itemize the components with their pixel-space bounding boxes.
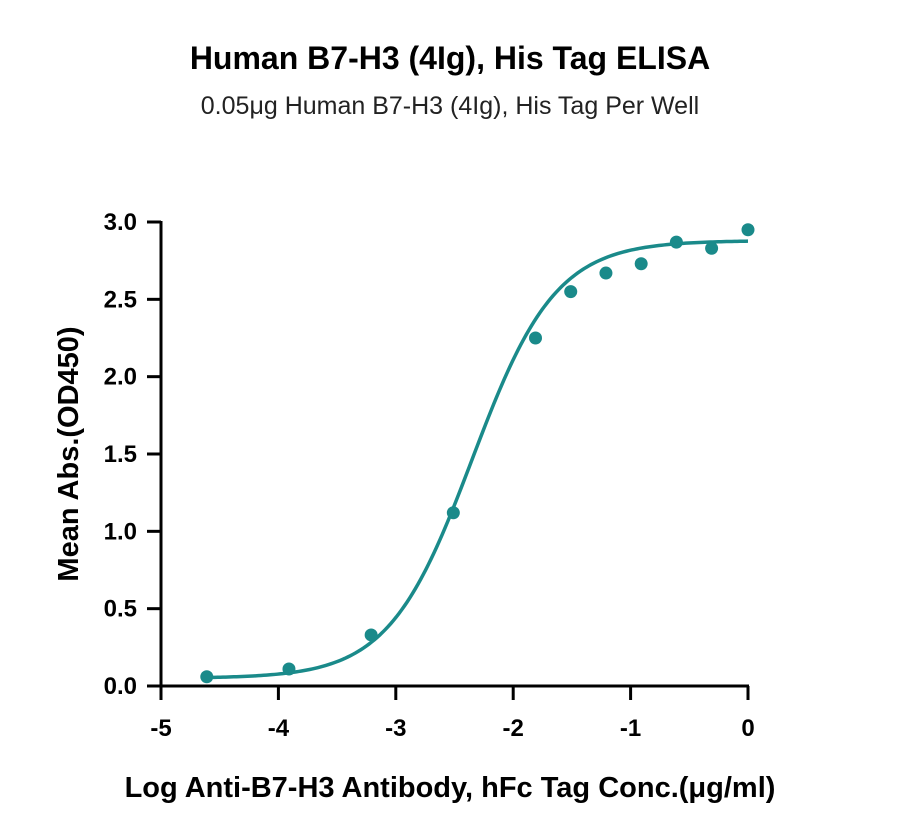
chart-title: Human B7-H3 (4Ig), His Tag ELISA: [189, 40, 711, 76]
x-tick-label: -4: [268, 715, 290, 742]
x-tick-label: -3: [385, 715, 406, 742]
axes: [147, 221, 749, 700]
y-tick-label: 2.5: [104, 286, 137, 313]
data-point: [529, 331, 543, 345]
chart-subtitle: 0.05μg Human B7-H3 (4Ig), His Tag Per We…: [200, 92, 700, 120]
data-point: [282, 662, 296, 676]
y-tick-label: 1.0: [104, 518, 137, 545]
data-point: [741, 223, 755, 237]
x-tick-label: -2: [503, 715, 524, 742]
data-point: [564, 285, 578, 299]
data-point: [200, 670, 214, 684]
fit-curve-layer: [206, 239, 749, 680]
y-axis-label: Mean Abs.(OD450): [53, 326, 85, 581]
y-tick-label: 2.0: [104, 364, 137, 391]
x-tick-label: -1: [620, 715, 641, 742]
ticks: 0.0 0.5 1.0 1.5 2.0 2.5 3.0 -5 -4 -3 -2 -1 0: [104, 209, 755, 742]
data-point: [669, 235, 683, 249]
data-points-layer: [200, 223, 755, 684]
y-tick-label: 1.5: [104, 441, 137, 468]
y-tick-label: 3.0: [104, 209, 137, 236]
data-point: [705, 241, 719, 255]
fit-curve: [206, 239, 749, 680]
data-point: [446, 506, 460, 520]
x-axis-label: Log Anti-B7-H3 Antibody, hFc Tag Conc.(μ…: [125, 772, 776, 804]
data-point: [364, 628, 378, 642]
y-tick-label: 0.5: [104, 596, 137, 623]
data-point: [599, 266, 613, 280]
data-point: [634, 257, 648, 271]
x-tick-label: -5: [150, 715, 171, 742]
x-tick-label: 0: [741, 715, 754, 742]
y-tick-label: 0.0: [104, 673, 137, 700]
